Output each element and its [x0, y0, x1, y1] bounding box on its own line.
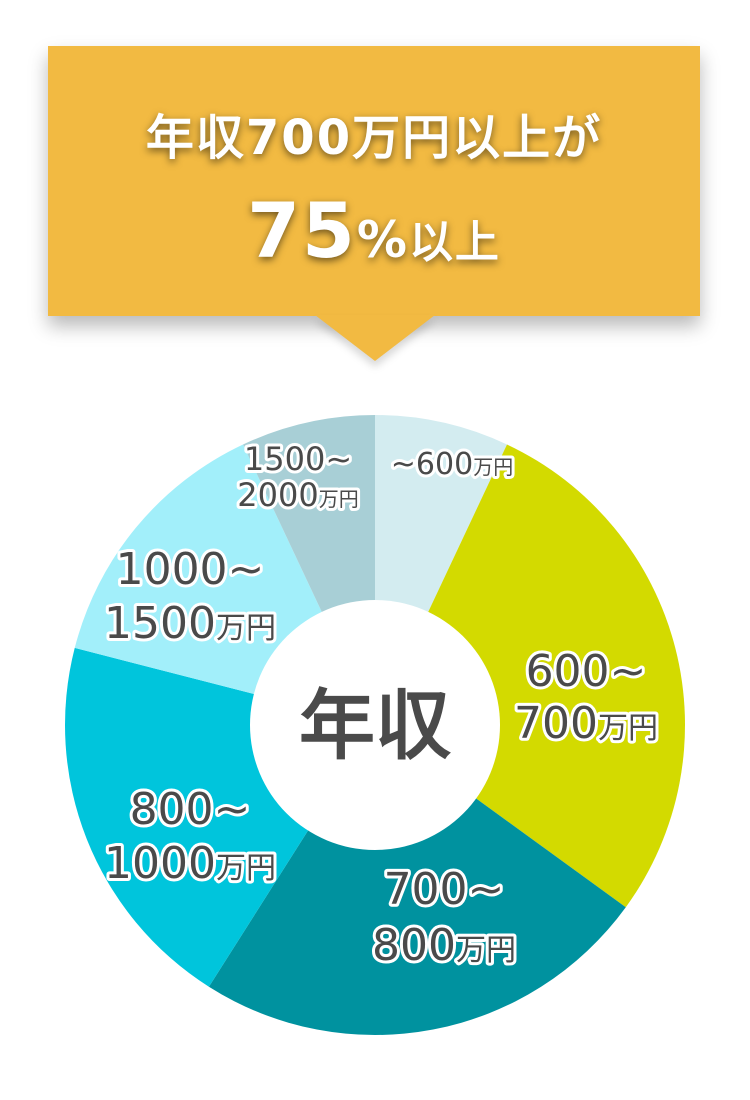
headline-percentage-number: 75 [247, 186, 357, 275]
slice-label-6: 1500~ 2000万円 [237, 440, 358, 514]
pie-slice-2 [375, 444, 685, 908]
banner-pointer [315, 315, 435, 361]
slice-label-3: 700~ 800万円 [372, 864, 516, 971]
pie-slice-3 [208, 725, 626, 1035]
headline-line-1: 年収700万円以上が [145, 110, 603, 166]
headline-suffix: 以上 [408, 217, 501, 268]
headline-percent-sign: % [356, 211, 409, 269]
slice-labels: ~600万円 600~ 700万円 700~ 800万円 800~ 1000万円 1000~ 1… [101, 437, 661, 974]
slice-label-5: 1000~ 1500万円 [104, 544, 276, 649]
center-label: 年収 [299, 681, 451, 770]
slice-label-4: 800~ 1000万円 [104, 784, 276, 889]
headline-banner [48, 46, 700, 316]
pie-slices [65, 415, 685, 1035]
donut-center-hole [250, 600, 500, 850]
slice-label-2: 600~ 700万円 [514, 646, 658, 749]
slice-label-1: ~600万円 [391, 447, 513, 482]
headline-line-2: 75%以上 [48, 186, 700, 275]
